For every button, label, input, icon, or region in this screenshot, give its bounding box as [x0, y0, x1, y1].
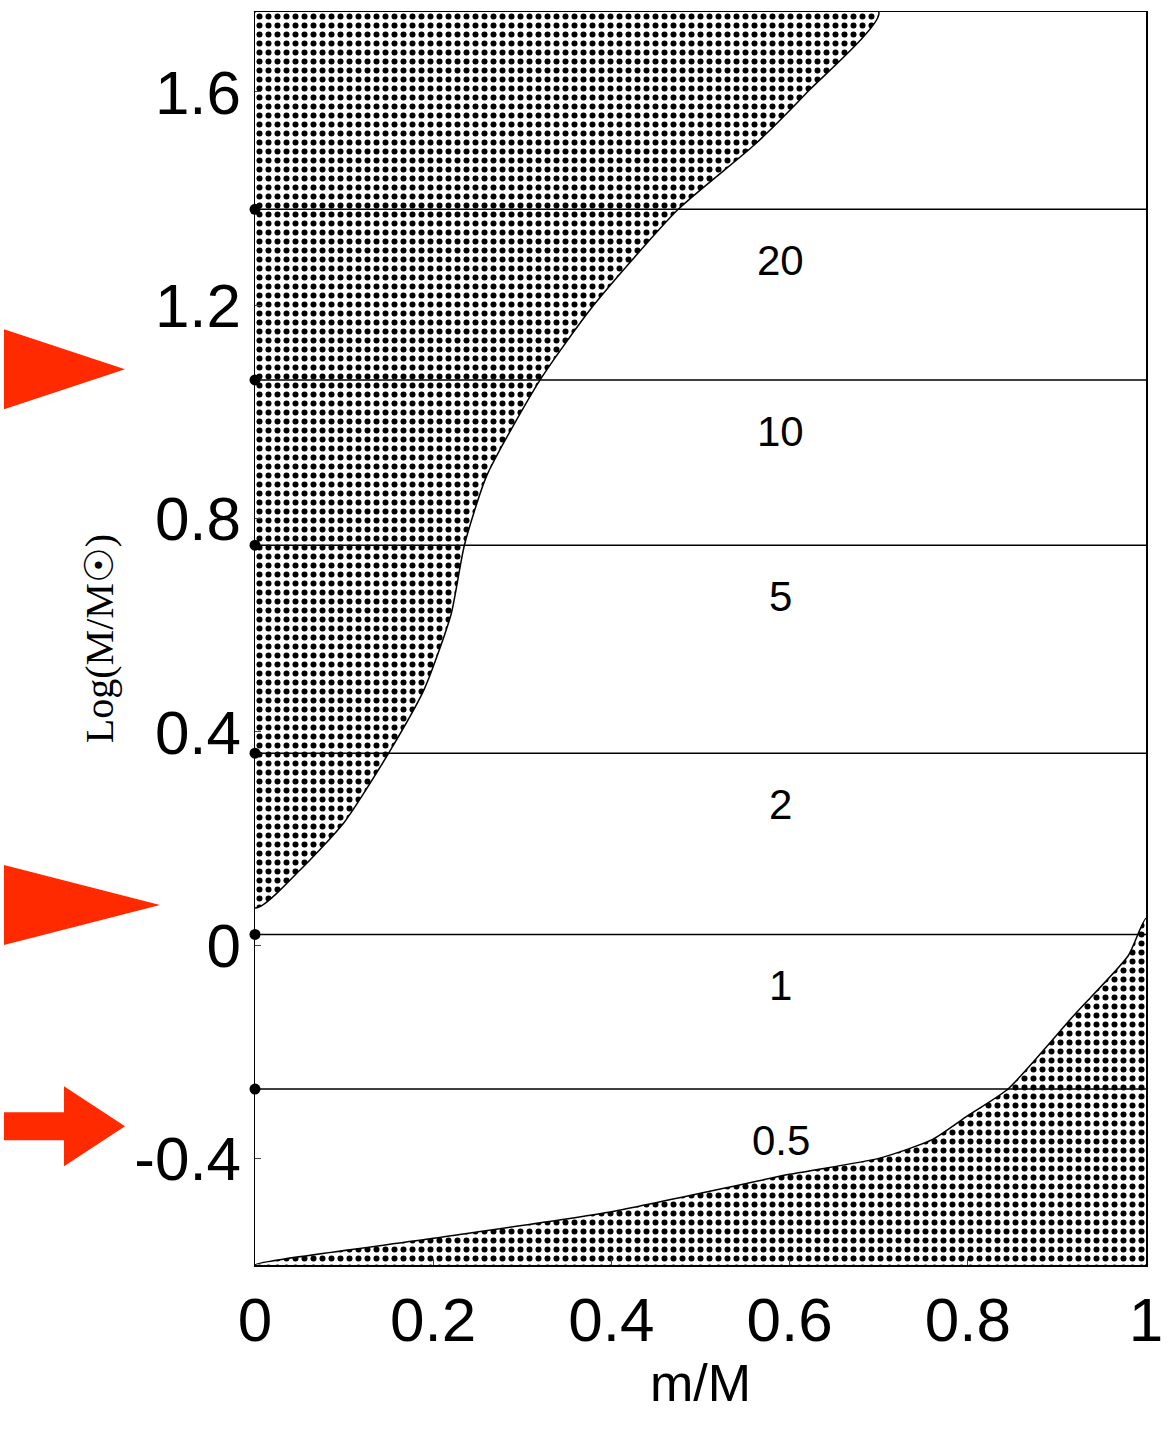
svg-text:0.4: 0.4	[155, 698, 241, 767]
svg-text:2: 2	[769, 781, 792, 828]
svg-text:5: 5	[769, 573, 792, 620]
svg-text:0.5: 0.5	[752, 1117, 810, 1164]
svg-text:1.6: 1.6	[155, 58, 241, 127]
svg-text:20: 20	[757, 237, 804, 284]
svg-text:-0.4: -0.4	[134, 1124, 241, 1193]
svg-text:0.8: 0.8	[925, 1285, 1011, 1354]
svg-text:0.6: 0.6	[746, 1285, 832, 1354]
svg-text:m/M: m/M	[650, 1354, 751, 1412]
svg-text:Log(M/M☉): Log(M/M☉)	[77, 534, 122, 743]
svg-text:1: 1	[1129, 1285, 1163, 1354]
svg-text:1.2: 1.2	[155, 271, 241, 340]
svg-text:1: 1	[769, 962, 792, 1009]
svg-text:0.4: 0.4	[568, 1285, 654, 1354]
svg-text:0.2: 0.2	[390, 1285, 476, 1354]
svg-text:0: 0	[207, 911, 241, 980]
svg-text:0: 0	[238, 1285, 272, 1354]
svg-text:0.8: 0.8	[155, 484, 241, 553]
svg-text:10: 10	[757, 408, 804, 455]
